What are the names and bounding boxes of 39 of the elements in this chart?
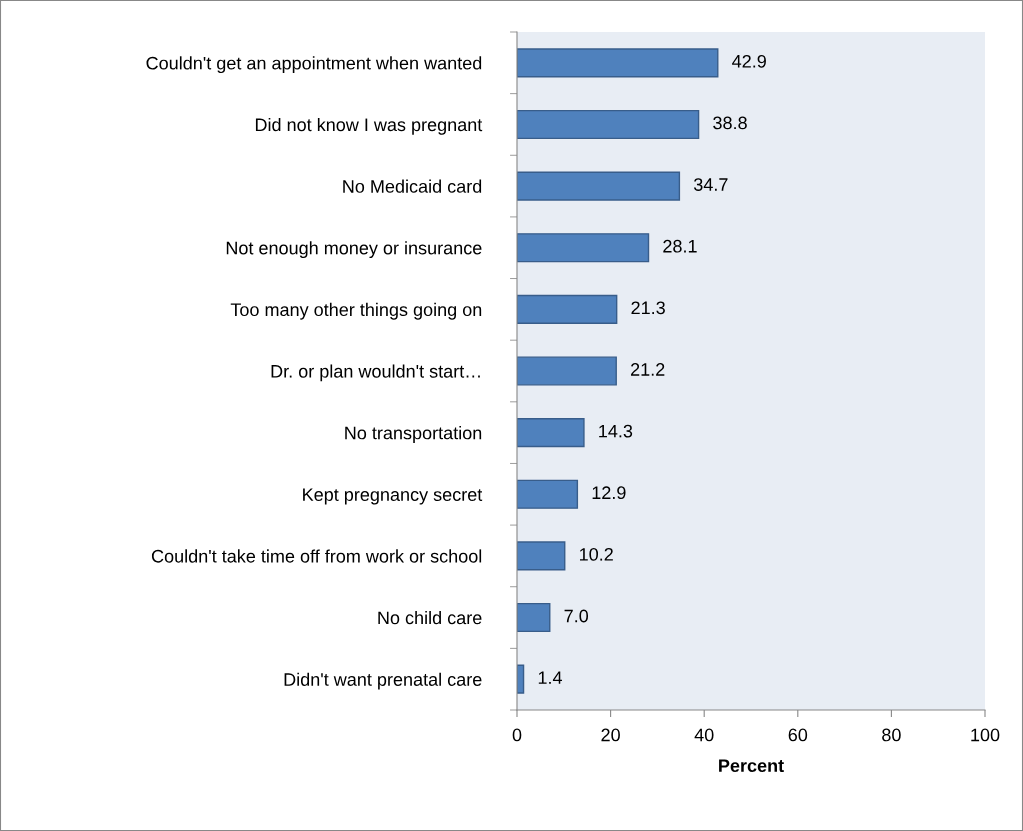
x-tick-label: 80 xyxy=(882,728,901,742)
y-tick-label: Not enough money or insurance xyxy=(226,241,482,259)
bar xyxy=(517,602,551,633)
x-tick-label: 0 xyxy=(512,728,522,742)
bar xyxy=(517,418,585,448)
data-label: 1.4 xyxy=(538,671,563,684)
x-tick-label: 100 xyxy=(971,728,1000,742)
data-label: 28.1 xyxy=(663,239,697,253)
bar xyxy=(517,109,700,140)
y-tick-label: No transportation xyxy=(345,426,482,443)
y-tick-label: Kept pregnancy secret xyxy=(303,488,483,505)
bar xyxy=(517,294,618,324)
bar xyxy=(517,171,681,201)
data-label: 7.0 xyxy=(564,609,589,623)
y-tick-label: No Medicaid card xyxy=(343,179,482,193)
bar xyxy=(517,541,566,571)
data-label: 12.9 xyxy=(592,486,626,500)
y-tick-label: Too many other things going on xyxy=(230,302,482,320)
y-tick-label: Did not know I was pregnant xyxy=(255,117,483,135)
x-tick-label: 60 xyxy=(788,728,808,742)
bar xyxy=(517,356,617,386)
y-tick-label: Couldn't get an appointment when wanted xyxy=(146,56,482,74)
data-label: 14.3 xyxy=(599,424,633,438)
data-label: 10.2 xyxy=(580,547,613,561)
x-tick-label: 20 xyxy=(601,728,620,742)
bar xyxy=(517,233,650,263)
data-label: 38.8 xyxy=(713,116,747,130)
y-tick-label: No child care xyxy=(378,611,482,625)
x-tick-label: 40 xyxy=(694,728,714,742)
data-label: 21.3 xyxy=(631,301,665,315)
bar xyxy=(517,479,579,509)
data-label: 34.7 xyxy=(693,178,728,191)
x-axis-title: Percent xyxy=(719,759,784,773)
data-label: 21.2 xyxy=(631,363,665,376)
y-tick-label: Couldn't take time off from work or school xyxy=(151,549,482,563)
bar xyxy=(517,48,719,78)
data-label: 42.9 xyxy=(732,54,766,68)
y-tick-label: Didn't want prenatal care xyxy=(284,672,482,690)
y-tick-label: Dr. or plan wouldn't start… xyxy=(271,364,480,382)
